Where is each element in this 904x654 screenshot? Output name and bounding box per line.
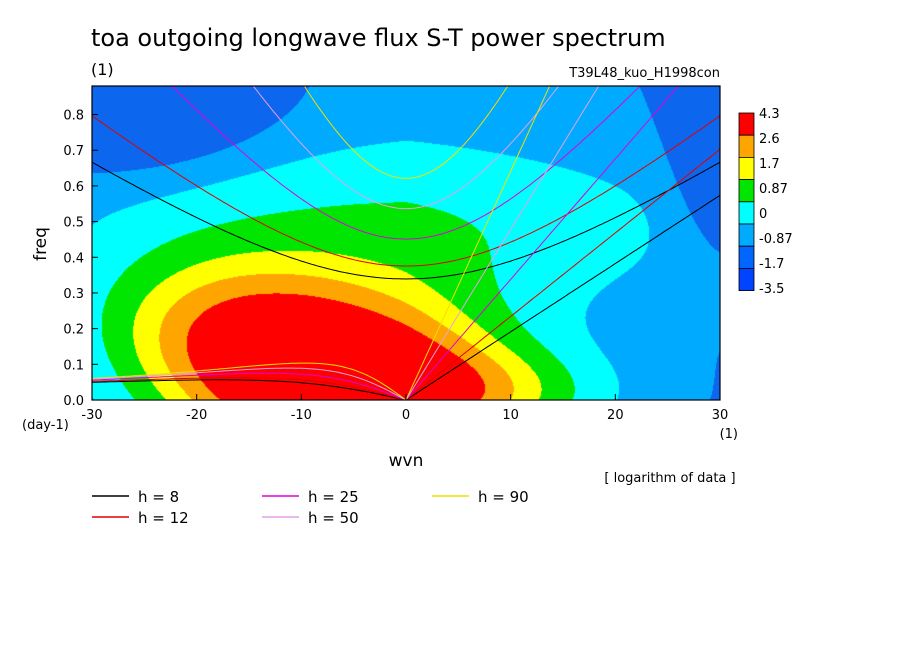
y-tick-label: 0.6 bbox=[63, 180, 84, 195]
kelvin-curve-h90 bbox=[405, 86, 551, 400]
colorbar-label: 0.87 bbox=[759, 182, 788, 197]
x-tick-label: 30 bbox=[712, 408, 729, 423]
chart-title: toa outgoing longwave flux S-T power spe… bbox=[91, 24, 666, 52]
colorbar-label: -3.5 bbox=[759, 282, 784, 297]
x-axis-ticks: -30 -20 -10 0 10 20 30 bbox=[81, 394, 728, 423]
rossby-curve-h12 bbox=[92, 377, 407, 400]
y-tick-label: 0.3 bbox=[63, 287, 84, 302]
legend-label: h = 12 bbox=[138, 509, 189, 527]
colorbar-swatch bbox=[738, 223, 755, 247]
rossby-curve-h50 bbox=[92, 367, 407, 400]
colorbar-swatch bbox=[738, 179, 755, 203]
legend-label: h = 90 bbox=[478, 488, 529, 506]
y-unit-label: (day-1) bbox=[22, 418, 69, 433]
power-field bbox=[92, 86, 720, 400]
colorbar-label: 1.7 bbox=[759, 157, 780, 172]
rossby-curve-h25 bbox=[92, 372, 407, 400]
colorbar: 4.3 2.6 1.7 0.87 0 -0.87 -1.7 -3.5 bbox=[738, 107, 793, 297]
y-tick-label: 0.5 bbox=[63, 216, 84, 231]
rossby-curve-h90 bbox=[92, 362, 407, 400]
units-label: (1) bbox=[91, 60, 114, 79]
x-unit-label: (1) bbox=[720, 427, 738, 442]
inertia-gravity-curve-h50 bbox=[252, 86, 560, 210]
inertia-gravity-curve-h12 bbox=[92, 115, 720, 267]
y-tick-label: 0.0 bbox=[63, 394, 84, 409]
log-note: [ logarithm of data ] bbox=[604, 471, 735, 486]
rossby-curve-h8 bbox=[92, 379, 407, 400]
kelvin-curve-h50 bbox=[405, 86, 600, 400]
colorbar-swatch bbox=[738, 112, 755, 136]
y-tick-label: 0.2 bbox=[63, 323, 84, 338]
colorbar-label: 0 bbox=[759, 207, 767, 222]
legend-label: h = 8 bbox=[138, 488, 179, 506]
y-tick-label: 0.7 bbox=[63, 144, 84, 159]
kelvin-curve-h25 bbox=[405, 86, 680, 400]
kelvin-curve-h12 bbox=[405, 148, 720, 400]
colorbar-label: 2.6 bbox=[759, 132, 780, 147]
colorbar-label: -1.7 bbox=[759, 257, 784, 272]
x-tick-label: -30 bbox=[81, 408, 102, 423]
y-tick-label: 0.1 bbox=[63, 358, 84, 373]
inertia-gravity-curve-h8 bbox=[92, 161, 720, 280]
colorbar-label: -0.87 bbox=[759, 232, 793, 247]
experiment-label: T39L48_kuo_H1998con bbox=[568, 66, 720, 81]
y-tick-label: 0.4 bbox=[63, 251, 84, 266]
y-tick-label: 0.8 bbox=[63, 109, 84, 124]
inertia-gravity-curve-h90 bbox=[303, 86, 509, 179]
x-tick-label: 20 bbox=[607, 408, 624, 423]
x-axis-label: wvn bbox=[389, 451, 424, 471]
colorbar-swatch bbox=[738, 267, 755, 291]
dispersion-curves bbox=[92, 86, 720, 400]
inertia-gravity-curve-h25 bbox=[171, 86, 641, 240]
colorbar-swatch bbox=[738, 134, 755, 158]
colorbar-swatch bbox=[738, 156, 755, 180]
legend-label: h = 50 bbox=[308, 509, 359, 527]
x-tick-label: -20 bbox=[186, 408, 207, 423]
y-axis-ticks: 0.0 0.1 0.2 0.3 0.4 0.5 0.6 0.7 0.8 bbox=[63, 109, 98, 409]
plot-area bbox=[91, 85, 721, 401]
x-tick-label: 0 bbox=[402, 408, 410, 423]
x-tick-label: -10 bbox=[291, 408, 312, 423]
kelvin-curve-h8 bbox=[405, 194, 720, 400]
x-tick-label: 10 bbox=[502, 408, 519, 423]
legend-label: h = 25 bbox=[308, 488, 359, 506]
legend: h = 8 h = 12 h = 25 h = 50 h = 90 bbox=[92, 488, 529, 527]
y-axis-label: freq bbox=[31, 227, 51, 261]
colorbar-swatch bbox=[738, 201, 755, 225]
colorbar-label: 4.3 bbox=[759, 107, 780, 122]
colorbar-swatch bbox=[738, 245, 755, 269]
